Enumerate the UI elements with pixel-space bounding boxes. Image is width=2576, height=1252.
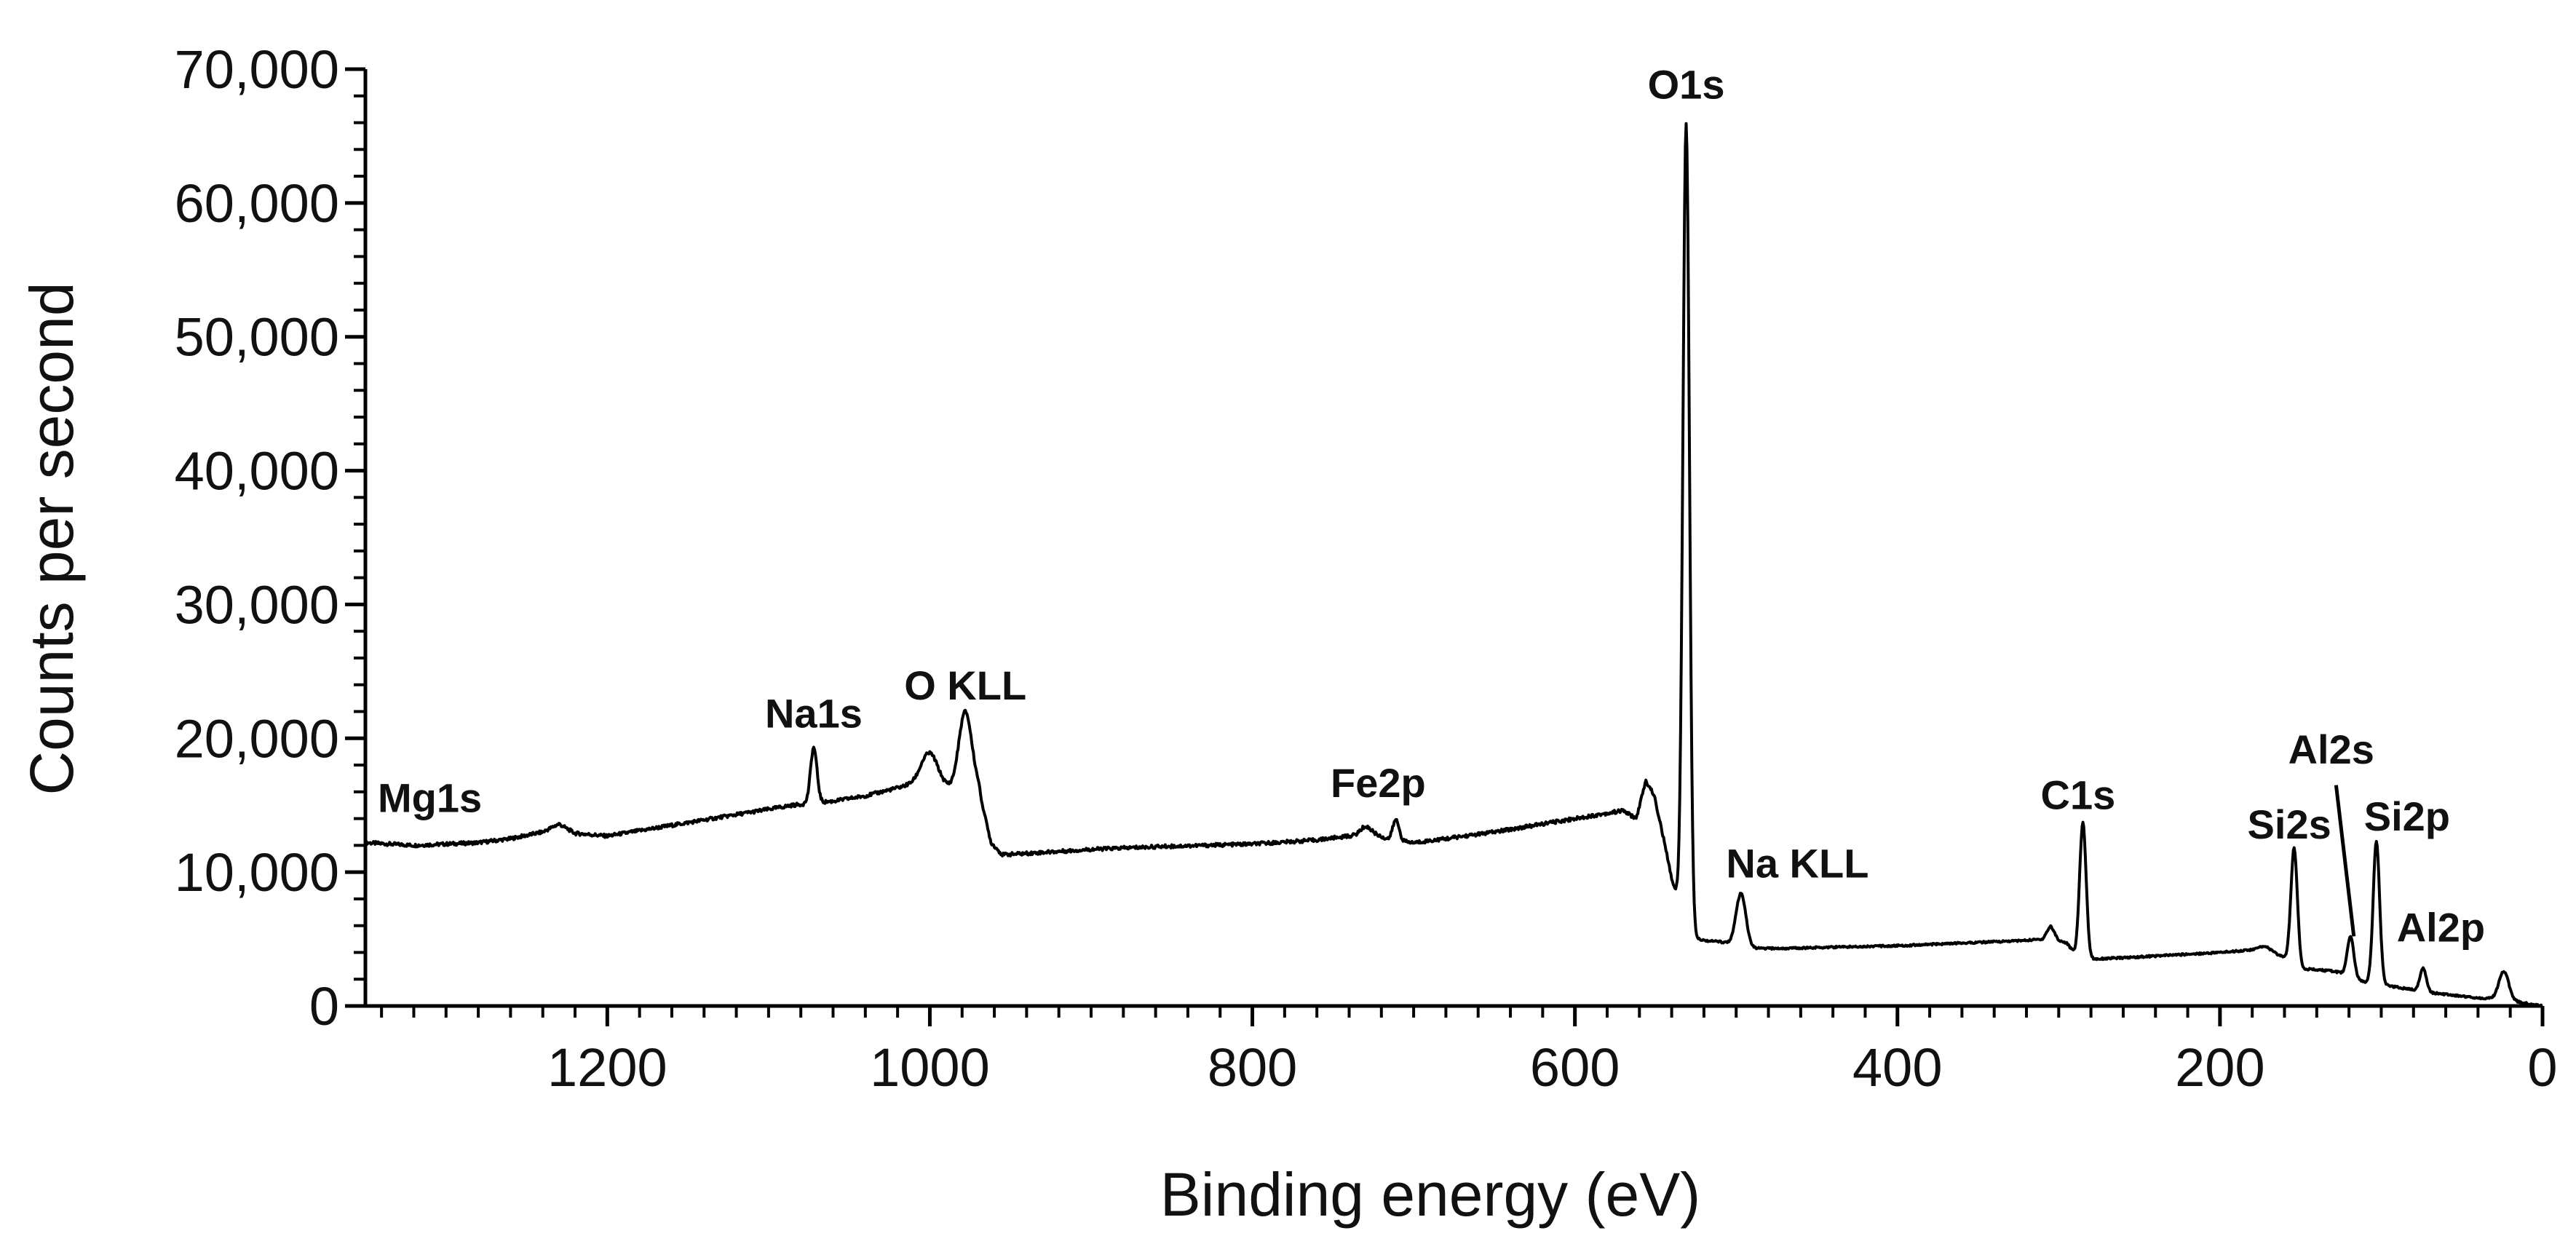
peak-label: O1s — [1648, 61, 1725, 107]
y-tick-label: 70,000 — [175, 39, 339, 100]
peak-label: Mg1s — [378, 774, 482, 820]
plot-area — [364, 122, 2544, 1007]
x-axis: 1200 1000 800 600 400 200 0 — [365, 1004, 2558, 1098]
y-ticks: 0 10,000 20,000 30,000 40,000 50,000 60,000 70,… — [175, 39, 365, 1037]
y-tick-label: 20,000 — [175, 708, 339, 769]
y-tick-label: 60,000 — [175, 173, 339, 234]
peak-label: Fe2p — [1331, 760, 1426, 806]
peak-label: Si2p — [2364, 793, 2450, 839]
peak-label: Si2s — [2248, 801, 2331, 847]
x-ticks: 1200 1000 800 600 400 200 0 — [380, 1006, 2558, 1098]
x-tick-label: 400 — [1852, 1037, 1942, 1098]
y-tick-label: 10,000 — [175, 842, 339, 903]
peak-label: Na1s — [765, 691, 863, 737]
y-tick-label: 30,000 — [175, 574, 339, 635]
peak-label: C1s — [2041, 772, 2116, 818]
leader-lines — [2334, 785, 2356, 937]
peak-label: O KLL — [904, 662, 1026, 708]
y-tick-label: 0 — [309, 976, 339, 1037]
peak-label: Al2p — [2397, 905, 2485, 951]
x-tick-label: 1200 — [547, 1037, 667, 1098]
peak-label: Al2s — [2288, 726, 2374, 772]
y-axis-title: Counts per second — [17, 282, 86, 795]
x-tick-label: 1000 — [870, 1037, 990, 1098]
y-tick-label: 40,000 — [175, 441, 339, 502]
y-axis: 0 10,000 20,000 30,000 40,000 50,000 60,000 70,… — [175, 39, 368, 1037]
leader-line — [2334, 785, 2356, 937]
y-tick-label: 50,000 — [175, 307, 339, 368]
spectrum-line — [364, 122, 2544, 1007]
x-axis-title: Binding energy (eV) — [1160, 1160, 1700, 1229]
x-tick-label: 200 — [2175, 1037, 2264, 1098]
x-tick-label: 0 — [2527, 1037, 2557, 1098]
peak-labels: Mg1s Na1s O KLL Fe2p O1s Na KLL C1s Si2s Al2s Si2… — [378, 61, 2485, 950]
x-tick-label: 600 — [1530, 1037, 1620, 1098]
x-tick-label: 800 — [1208, 1037, 1297, 1098]
peak-label: Na KLL — [1726, 840, 1868, 886]
